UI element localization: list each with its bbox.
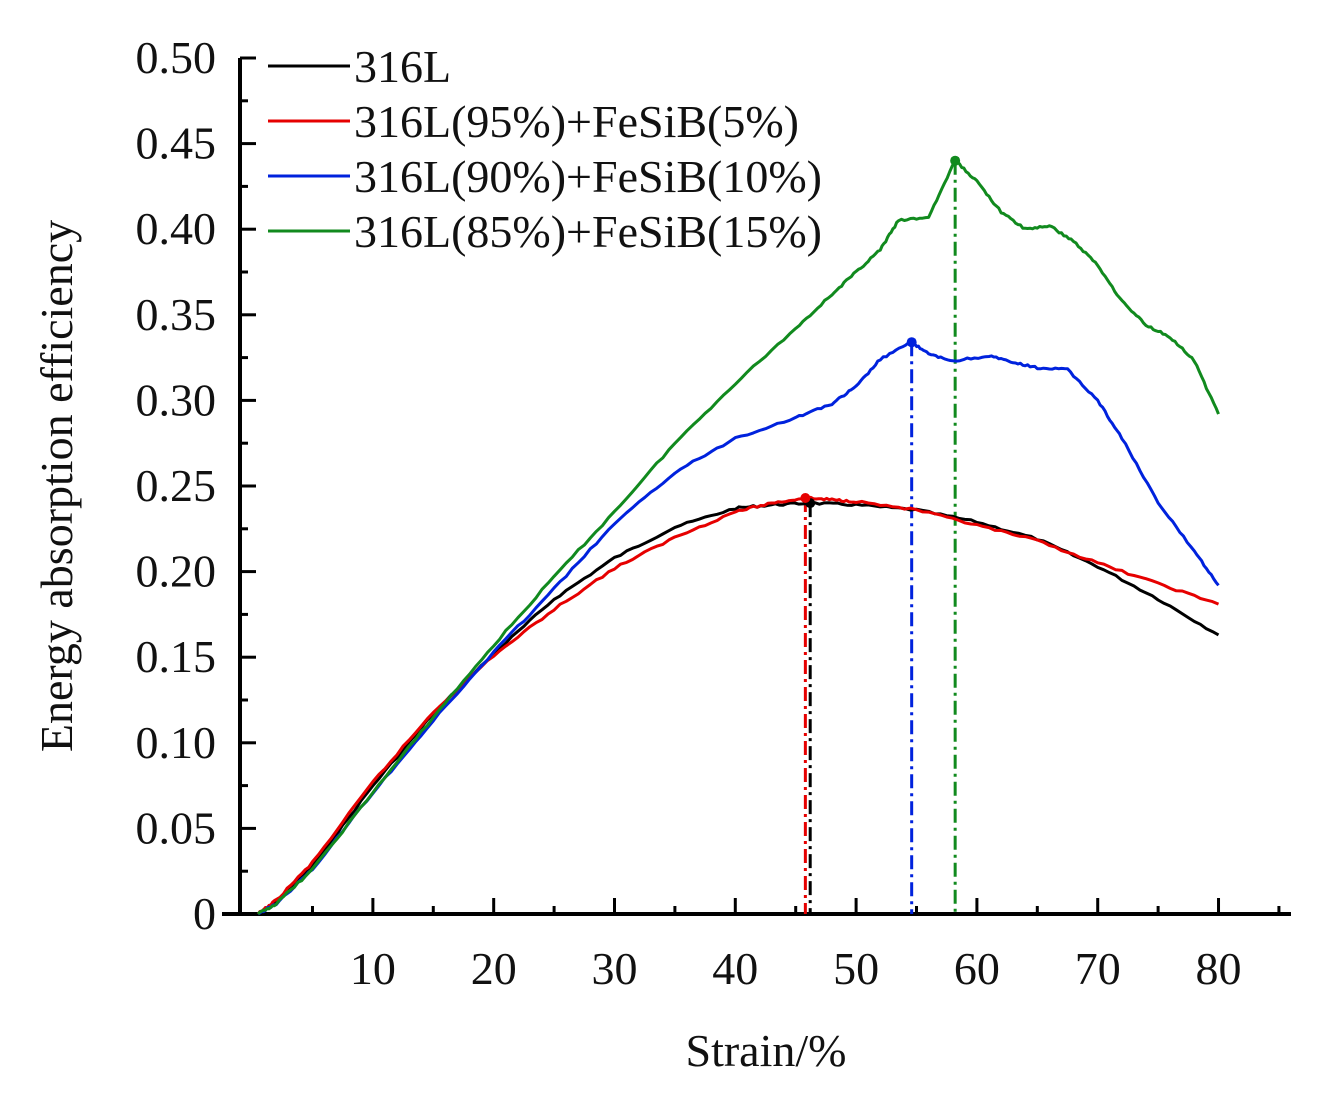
legend-label-1: 316L(95%)+FeSiB(5%) — [354, 96, 799, 147]
x-ticks: 10 20 30 40 50 60 70 80 — [310, 898, 1281, 994]
legend-label-3: 316L(85%)+FeSiB(15%) — [354, 206, 822, 257]
legend-label-0: 316L — [354, 41, 451, 92]
y-tick-label: 0 — [193, 888, 216, 939]
series-line-0 — [257, 501, 1220, 916]
x-tick-label: 70 — [1075, 943, 1121, 994]
y-tick-label: 0.45 — [136, 118, 217, 169]
series-line-3 — [256, 159, 1220, 916]
x-tick-label: 20 — [471, 943, 517, 994]
y-ticks: 0 0.05 0.10 0.15 0.20 0.25 0.30 0.35 0.40 0.45 0.5… — [136, 32, 256, 939]
y-tick-label: 0.40 — [136, 203, 217, 254]
peak-markers — [800, 155, 961, 509]
series-line-1 — [256, 495, 1220, 915]
y-tick-label: 0.50 — [136, 32, 217, 83]
y-tick-label: 0.30 — [136, 374, 217, 425]
x-tick-label: 40 — [712, 943, 758, 994]
y-tick-label: 0.05 — [136, 802, 217, 853]
y-tick-label: 0.35 — [136, 289, 217, 340]
peak-marker-lines — [803, 160, 957, 914]
peak-marker-1 — [800, 492, 811, 503]
y-tick-label: 0.10 — [136, 717, 217, 768]
y-tick-label: 0.15 — [136, 631, 217, 682]
plot-area: 0 0.05 0.10 0.15 0.20 0.25 0.30 0.35 0.40 0.45 0.5… — [136, 32, 1291, 994]
y-axis-title: Energy absorption efficiency — [31, 220, 82, 752]
x-tick-label: 80 — [1196, 943, 1242, 994]
legend-label-2: 316L(90%)+FeSiB(10%) — [354, 151, 822, 202]
peak-marker-3 — [950, 155, 961, 166]
peak-marker-2 — [906, 337, 917, 348]
series-lines — [256, 159, 1220, 916]
x-tick-label: 50 — [833, 943, 879, 994]
y-tick-label: 0.20 — [136, 546, 217, 597]
x-tick-label: 30 — [591, 943, 637, 994]
x-axis-title: Strain/% — [686, 1025, 847, 1076]
x-tick-label: 60 — [954, 943, 1000, 994]
legend: 316L316L(95%)+FeSiB(5%)316L(90%)+FeSiB(1… — [268, 41, 822, 257]
y-tick-label: 0.25 — [136, 460, 217, 511]
x-tick-label: 10 — [350, 943, 396, 994]
series-line-2 — [257, 341, 1220, 916]
